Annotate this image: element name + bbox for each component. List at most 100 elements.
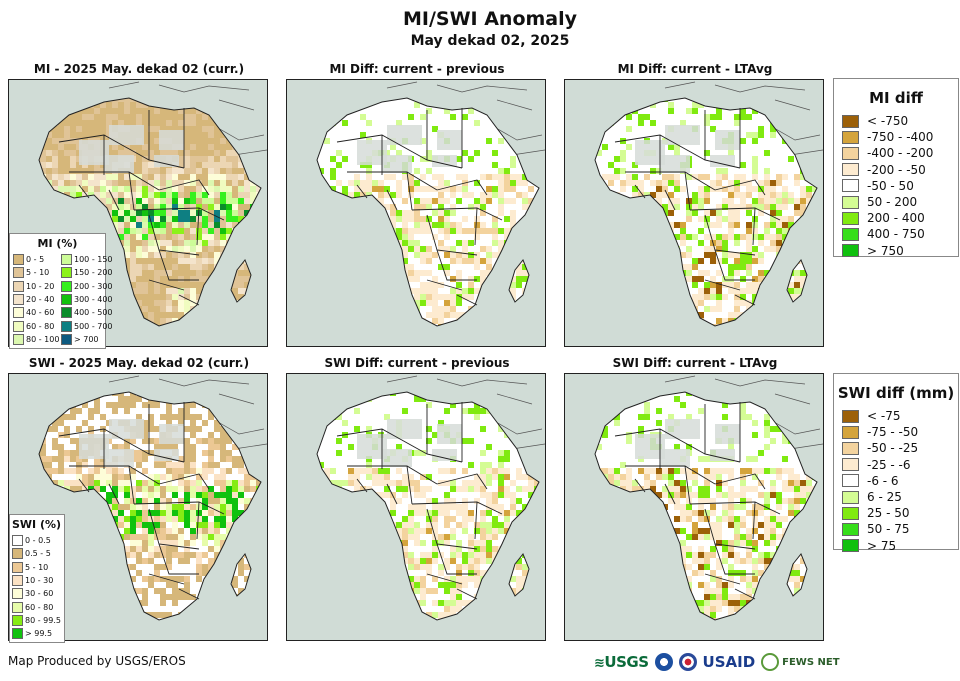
country-border [664, 483, 676, 505]
legend-swatch [842, 146, 859, 160]
panel-title-swi-diff-ltavg: SWI Diff: current - LTAvg [612, 356, 778, 370]
country-border [426, 279, 463, 291]
subtitle: May dekad 02, 2025 [410, 33, 570, 49]
country-border [714, 249, 755, 281]
legend-item: < -75 [834, 408, 958, 424]
country-border [78, 478, 90, 493]
neighboring-coastlines [108, 375, 267, 450]
map-mi-diff-ltavg[interactable] [564, 79, 824, 347]
country-border [752, 207, 756, 246]
legend-label: -50 - 50 [867, 178, 914, 193]
legend-item: 200 - 300 [61, 280, 113, 293]
country-border [714, 543, 755, 575]
legend-label: 60 - 80 [25, 602, 54, 612]
country-border [386, 189, 398, 211]
legend-swi-diff: SWI diff (mm) < -75 -75 - -50 -50 - -25 -25… [833, 373, 959, 553]
legend-label: 20 - 40 [26, 295, 55, 305]
legend-item: 50 - 75 [834, 521, 958, 537]
neighboring-coastlines [108, 81, 267, 156]
africa-map [316, 375, 545, 621]
africa-map [316, 81, 545, 327]
legend-item: -200 - -50 [834, 162, 958, 178]
legend-item: 50 - 200 [834, 194, 958, 210]
coastline [786, 553, 808, 597]
panel-title-swi-current: SWI - 2025 May. dekad 02 (curr.) [28, 356, 250, 370]
country-border [356, 184, 368, 199]
legend-item: 5 - 10 [13, 266, 61, 279]
country-border [664, 189, 676, 211]
legend-swatch [842, 409, 859, 423]
legend-swatch [12, 561, 23, 573]
raster-layer [317, 392, 539, 620]
neighboring-coastlines [664, 81, 823, 156]
legend-mi-percent-title: MI (%) [37, 237, 78, 250]
legend-label: 0 - 0.5 [25, 536, 51, 546]
legend-swatch [61, 333, 72, 345]
fews-net-logo: FEWS NET [761, 653, 840, 671]
legend-label: -75 - -50 [867, 425, 919, 440]
map-mi-diff-previous[interactable] [286, 79, 546, 347]
country-border [436, 249, 477, 281]
country-border [752, 501, 756, 540]
legend-swatch [842, 425, 859, 439]
legend-item: -750 - -400 [834, 129, 958, 145]
country-border [456, 294, 478, 306]
legend-swatch [13, 280, 24, 292]
legend-item: > 700 [61, 333, 113, 346]
map-swi-diff-ltavg[interactable] [564, 373, 824, 641]
legend-swatch [61, 294, 72, 306]
country-border [436, 473, 488, 490]
country-border [406, 465, 413, 505]
country-border [406, 171, 413, 211]
map-swi-diff-previous[interactable] [286, 373, 546, 641]
legend-swatch [842, 227, 859, 241]
legend-item: 80 - 99.5 [12, 614, 64, 627]
legend-swatch [12, 588, 23, 600]
legend-swatch [12, 575, 23, 587]
coastline [230, 259, 252, 303]
legend-swatch [61, 320, 72, 332]
legend-label: 0.5 - 5 [25, 549, 51, 559]
country-border [158, 543, 199, 575]
legend-swatch [842, 211, 859, 225]
country-border [734, 294, 756, 306]
coastline [38, 97, 262, 327]
neighboring-coastlines [386, 375, 545, 450]
coastline [230, 553, 252, 597]
legend-label: 25 - 50 [867, 506, 910, 521]
legend-label: 10 - 20 [26, 281, 55, 291]
legend-item: -25 - -6 [834, 457, 958, 473]
legend-label: 10 - 30 [25, 576, 54, 586]
legend-item: 400 - 500 [61, 306, 113, 319]
legend-swatch [61, 267, 72, 279]
legend-item: 500 - 700 [61, 319, 113, 332]
country-border [456, 588, 478, 600]
legend-swatch [13, 267, 24, 279]
legend-swatch [13, 320, 24, 332]
legend-swi-diff-items: < -75 -75 - -50 -50 - -25 -25 - -6 -6 - 6 6 -… [834, 408, 958, 554]
coastline [508, 259, 530, 303]
legend-label: > 750 [867, 243, 904, 258]
legend-item: 300 - 400 [61, 293, 113, 306]
panel-title-mi-diff-ltavg: MI Diff: current - LTAvg [617, 62, 773, 76]
coastline [786, 259, 808, 303]
legend-swatch [842, 506, 859, 520]
legend-swatch [842, 490, 859, 504]
legend-label: 200 - 400 [867, 211, 925, 226]
legend-swatch [842, 441, 859, 455]
legend-label: -750 - -400 [867, 130, 934, 145]
legend-swatch [61, 307, 72, 319]
legend-label: 50 - 75 [867, 522, 910, 537]
legend-swatch [842, 458, 859, 472]
legend-item: 150 - 200 [61, 266, 113, 279]
country-border [108, 483, 120, 505]
legend-label: 0 - 5 [26, 255, 45, 265]
africa-map [38, 375, 267, 621]
legend-swatch [61, 280, 72, 292]
legend-label: 500 - 700 [74, 321, 113, 331]
country-border [634, 184, 646, 199]
country-border [148, 573, 185, 585]
legend-swatch [13, 333, 24, 345]
legend-item: > 75 [834, 538, 958, 554]
country-border [704, 573, 741, 585]
